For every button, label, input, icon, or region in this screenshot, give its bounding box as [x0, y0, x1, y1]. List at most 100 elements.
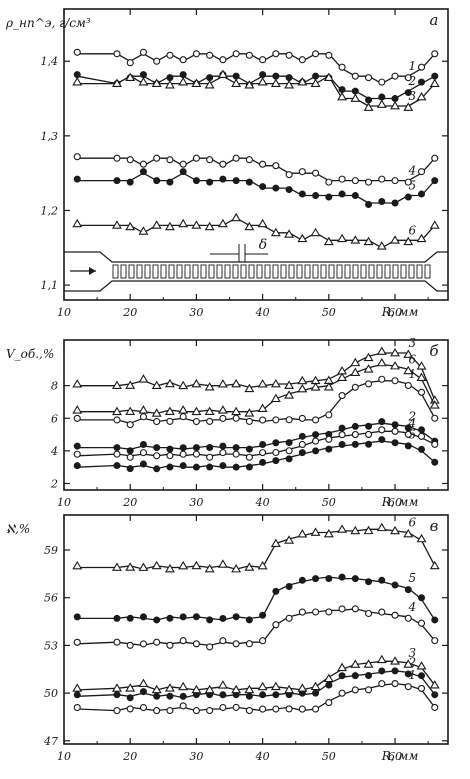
data-point [272, 457, 280, 465]
data-point [113, 416, 121, 424]
data-point [418, 190, 426, 198]
data-point [378, 667, 386, 675]
data-point [259, 637, 267, 645]
specimen-schematic: δ [64, 237, 448, 292]
data-point [204, 80, 215, 89]
plot-frame [63, 514, 449, 745]
specimen-cell [328, 264, 335, 279]
data-point [259, 611, 267, 619]
data-point [192, 450, 200, 458]
data-point [126, 447, 134, 455]
data-point [365, 200, 373, 208]
data-point [166, 445, 174, 453]
specimen-cell [152, 264, 159, 279]
data-point [139, 460, 147, 468]
data-point [323, 673, 334, 683]
data-point [404, 586, 412, 594]
panel-label: б [429, 342, 439, 360]
data-point [259, 705, 267, 713]
data-point [126, 465, 134, 473]
data-point [272, 162, 280, 170]
data-point [164, 80, 175, 89]
data-point [73, 71, 81, 79]
data-point [113, 177, 121, 185]
data-point [365, 440, 373, 448]
data-point [257, 379, 268, 388]
data-point [126, 694, 134, 702]
specimen-cell [200, 264, 207, 279]
specimen-cell [264, 264, 271, 279]
series-label: 2 [407, 409, 416, 423]
data-point [231, 78, 242, 87]
data-point [166, 463, 174, 471]
data-point [285, 171, 293, 179]
data-point [259, 691, 267, 699]
data-point [338, 424, 346, 432]
data-point [245, 463, 253, 471]
data-point [298, 705, 306, 713]
data-point [285, 74, 293, 82]
data-point [391, 177, 399, 185]
panel-label: а [430, 11, 439, 29]
data-point [351, 686, 359, 694]
data-point [363, 364, 374, 373]
data-point [350, 367, 361, 376]
data-point [351, 440, 359, 448]
x-tick-label: 20 [122, 496, 137, 509]
data-point [192, 640, 200, 648]
data-point [73, 48, 81, 56]
data-point [204, 684, 215, 694]
data-point [416, 661, 427, 670]
data-point [219, 637, 227, 645]
specimen-cell [208, 264, 215, 279]
data-point [151, 408, 162, 417]
data-point [310, 527, 321, 536]
data-point [418, 594, 426, 602]
data-point [73, 414, 81, 422]
data-point [231, 378, 242, 388]
data-point [325, 575, 333, 583]
data-point [297, 375, 308, 385]
data-point [191, 406, 202, 416]
data-point [298, 449, 306, 457]
data-point [113, 450, 121, 458]
data-point [429, 78, 440, 87]
data-point [244, 80, 255, 89]
data-point [285, 416, 293, 424]
data-point [272, 691, 280, 699]
data-point [284, 684, 295, 694]
x-tick-label: 60 [388, 496, 402, 509]
data-point [312, 608, 320, 616]
x-axis-label: R, мм [381, 305, 419, 319]
data-point [285, 614, 293, 622]
data-point [259, 56, 267, 64]
data-point [259, 416, 267, 424]
data-point [219, 449, 227, 457]
data-point [125, 380, 136, 389]
data-point [272, 587, 280, 595]
specimen-cell [184, 264, 191, 279]
data-point [179, 450, 187, 458]
specimen-cell [336, 264, 343, 279]
series-label: 5 [408, 427, 416, 441]
data-point [404, 178, 412, 186]
data-point [153, 692, 161, 700]
data-point [113, 444, 121, 452]
data-point [151, 78, 162, 87]
data-point [217, 379, 228, 388]
data-point [310, 78, 321, 87]
data-point [431, 691, 439, 699]
data-point [231, 684, 242, 694]
data-point [378, 375, 386, 383]
data-point [391, 611, 399, 619]
data-point [259, 183, 267, 191]
data-point [232, 613, 240, 621]
data-point [151, 684, 162, 694]
specimen-outline-top [64, 251, 448, 263]
data-point [376, 522, 387, 532]
data-point [113, 50, 121, 58]
data-point [192, 463, 200, 471]
data-point [153, 707, 161, 715]
series-6: 6 [72, 352, 440, 417]
